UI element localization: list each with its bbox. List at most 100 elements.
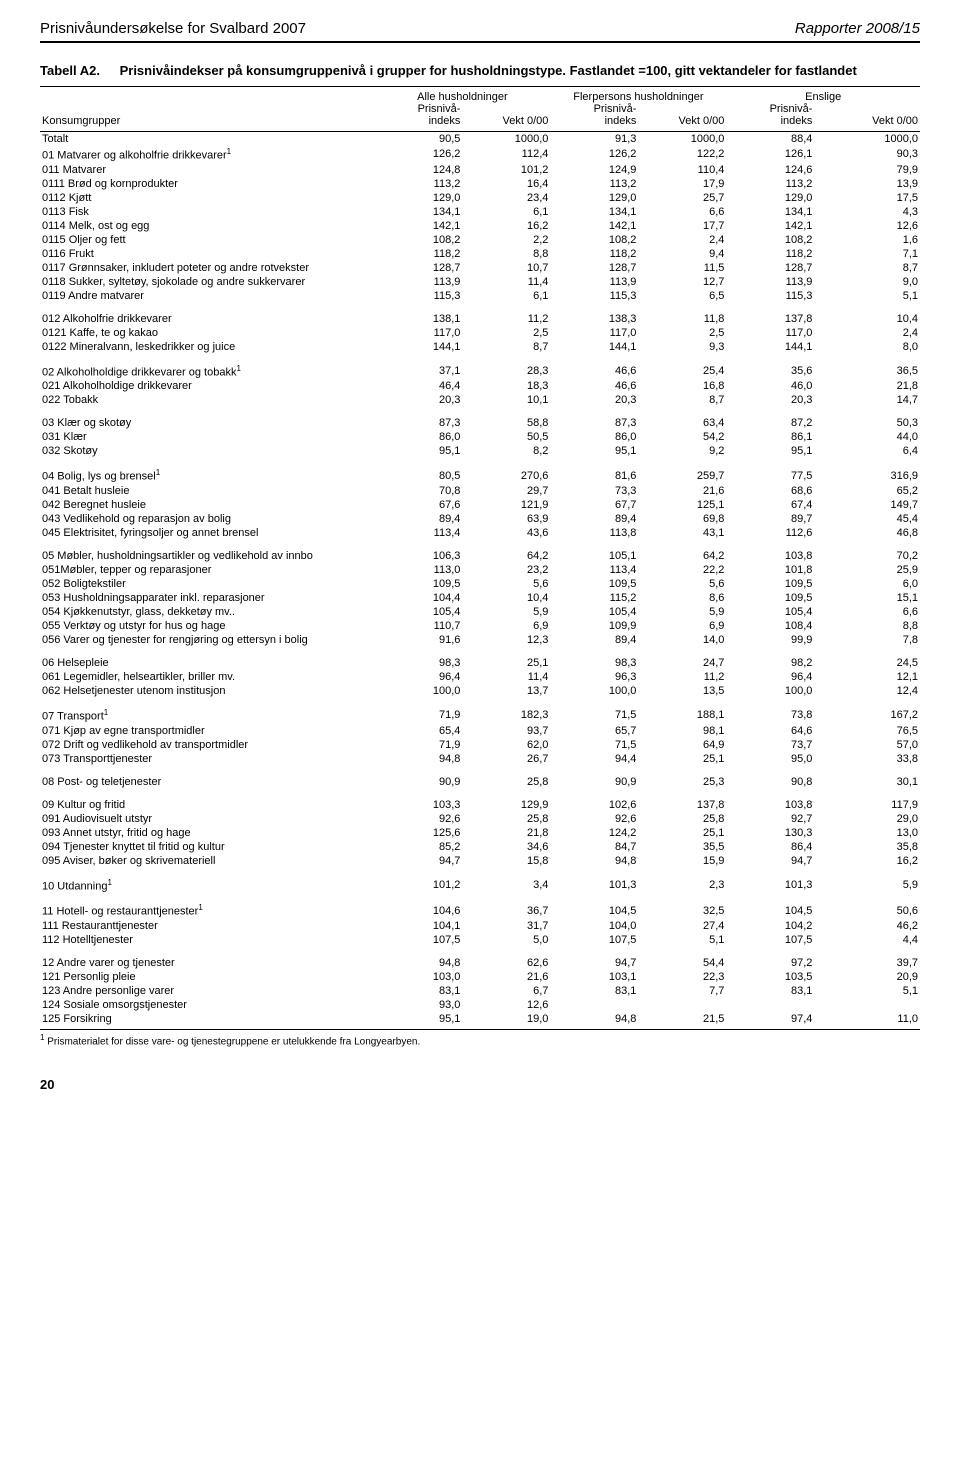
footnote: 1 Prismaterialet for disse vare- og tjen… bbox=[40, 1033, 920, 1047]
row-value: 6,9 bbox=[462, 619, 550, 633]
table-row: 01 Matvarer og alkoholfrie drikkevarer11… bbox=[40, 146, 920, 163]
row-value: 128,7 bbox=[374, 261, 462, 275]
row-value: 86,4 bbox=[726, 840, 814, 854]
row-value: 117,0 bbox=[550, 326, 638, 340]
row-value: 93,0 bbox=[374, 998, 462, 1012]
row-value: 54,2 bbox=[638, 430, 726, 444]
table-row: 08 Post- og teletjenester90,925,890,925,… bbox=[40, 766, 920, 789]
row-value: 25,1 bbox=[638, 752, 726, 766]
col-index-3: Prisnivå-indeks bbox=[726, 103, 814, 132]
row-value: 5,1 bbox=[638, 933, 726, 947]
row-value: 12,1 bbox=[814, 670, 920, 684]
row-value: 89,7 bbox=[726, 512, 814, 526]
row-value: 9,3 bbox=[638, 340, 726, 354]
row-value: 144,1 bbox=[374, 340, 462, 354]
table-row: 051Møbler, tepper og reparasjoner113,023… bbox=[40, 563, 920, 577]
row-value: 95,1 bbox=[726, 444, 814, 458]
row-label: 021 Alkoholholdige drikkevarer bbox=[40, 379, 374, 393]
row-value: 5,1 bbox=[814, 289, 920, 303]
row-value: 113,9 bbox=[374, 275, 462, 289]
row-value: 28,3 bbox=[462, 354, 550, 380]
row-value: 20,3 bbox=[550, 393, 638, 407]
row-value: 50,3 bbox=[814, 407, 920, 430]
row-value: 8,7 bbox=[638, 393, 726, 407]
row-value: 27,4 bbox=[638, 919, 726, 933]
row-value: 144,1 bbox=[726, 340, 814, 354]
row-value: 115,3 bbox=[374, 289, 462, 303]
row-value: 6,6 bbox=[638, 205, 726, 219]
row-value: 87,2 bbox=[726, 407, 814, 430]
row-value: 8,7 bbox=[462, 340, 550, 354]
row-value: 89,4 bbox=[550, 633, 638, 647]
row-value: 25,7 bbox=[638, 191, 726, 205]
row-label: 10 Utdanning1 bbox=[40, 868, 374, 894]
row-label: 12 Andre varer og tjenester bbox=[40, 947, 374, 970]
row-value: 8,2 bbox=[462, 444, 550, 458]
row-value: 112,6 bbox=[726, 526, 814, 540]
row-value: 115,3 bbox=[550, 289, 638, 303]
row-value: 5,0 bbox=[462, 933, 550, 947]
row-value: 104,0 bbox=[550, 919, 638, 933]
row-value: 8,0 bbox=[814, 340, 920, 354]
row-value: 71,5 bbox=[550, 738, 638, 752]
row-value: 2,5 bbox=[638, 326, 726, 340]
row-value: 15,1 bbox=[814, 591, 920, 605]
row-label: 0119 Andre matvarer bbox=[40, 289, 374, 303]
row-value: 100,0 bbox=[550, 684, 638, 698]
row-value: 126,2 bbox=[550, 146, 638, 163]
table-row: 055 Verktøy og utstyr for hus og hage110… bbox=[40, 619, 920, 633]
row-value: 62,0 bbox=[462, 738, 550, 752]
row-value: 31,7 bbox=[462, 919, 550, 933]
row-value: 65,4 bbox=[374, 724, 462, 738]
row-value: 45,4 bbox=[814, 512, 920, 526]
table-row: 112 Hotelltjenester107,55,0107,55,1107,5… bbox=[40, 933, 920, 947]
row-value: 21,8 bbox=[814, 379, 920, 393]
row-value: 14,0 bbox=[638, 633, 726, 647]
row-value: 8,8 bbox=[462, 247, 550, 261]
row-value: 71,5 bbox=[550, 698, 638, 724]
row-value: 83,1 bbox=[374, 984, 462, 998]
row-value: 92,7 bbox=[726, 812, 814, 826]
row-label: 0111 Brød og kornprodukter bbox=[40, 177, 374, 191]
row-value: 35,8 bbox=[814, 840, 920, 854]
row-value: 101,3 bbox=[550, 868, 638, 894]
row-value: 70,8 bbox=[374, 484, 462, 498]
row-value: 105,1 bbox=[550, 540, 638, 563]
row-value: 113,2 bbox=[374, 177, 462, 191]
row-value: 182,3 bbox=[462, 698, 550, 724]
row-value: 97,4 bbox=[726, 1012, 814, 1030]
row-value: 113,9 bbox=[550, 275, 638, 289]
row-value: 103,5 bbox=[726, 970, 814, 984]
table-row: 11 Hotell- og restauranttjenester1104,63… bbox=[40, 893, 920, 919]
row-value: 110,4 bbox=[638, 163, 726, 177]
row-value: 113,2 bbox=[726, 177, 814, 191]
header-left: Prisnivåundersøkelse for Svalbard 2007 bbox=[40, 20, 306, 37]
row-label: 043 Vedlikehold og reparasjon av bolig bbox=[40, 512, 374, 526]
table-row: 0114 Melk, ost og egg142,116,2142,117,71… bbox=[40, 219, 920, 233]
row-value: 26,7 bbox=[462, 752, 550, 766]
row-value: 188,1 bbox=[638, 698, 726, 724]
table-row: 032 Skotøy95,18,295,19,295,16,4 bbox=[40, 444, 920, 458]
row-value: 95,1 bbox=[374, 1012, 462, 1030]
row-value: 22,3 bbox=[638, 970, 726, 984]
row-value: 109,5 bbox=[726, 577, 814, 591]
group-header-all: Alle husholdninger bbox=[374, 87, 550, 104]
row-value: 29,0 bbox=[814, 812, 920, 826]
row-value: 142,1 bbox=[726, 219, 814, 233]
row-value: 11,4 bbox=[462, 670, 550, 684]
row-label: 093 Annet utstyr, fritid og hage bbox=[40, 826, 374, 840]
row-value: 91,6 bbox=[374, 633, 462, 647]
row-value: 4,4 bbox=[814, 933, 920, 947]
row-value: 11,0 bbox=[814, 1012, 920, 1030]
row-label: 0112 Kjøtt bbox=[40, 191, 374, 205]
footnote-text: Prismaterialet for disse vare- og tjenes… bbox=[47, 1036, 420, 1047]
row-value: 108,2 bbox=[374, 233, 462, 247]
row-label: 056 Varer og tjenester for rengjøring og… bbox=[40, 633, 374, 647]
row-value: 17,5 bbox=[814, 191, 920, 205]
row-value: 35,5 bbox=[638, 840, 726, 854]
row-value: 79,9 bbox=[814, 163, 920, 177]
table-row: 043 Vedlikehold og reparasjon av bolig 89… bbox=[40, 512, 920, 526]
row-value: 96,4 bbox=[726, 670, 814, 684]
row-value: 2,5 bbox=[462, 326, 550, 340]
row-label: 052 Boligtekstiler bbox=[40, 577, 374, 591]
